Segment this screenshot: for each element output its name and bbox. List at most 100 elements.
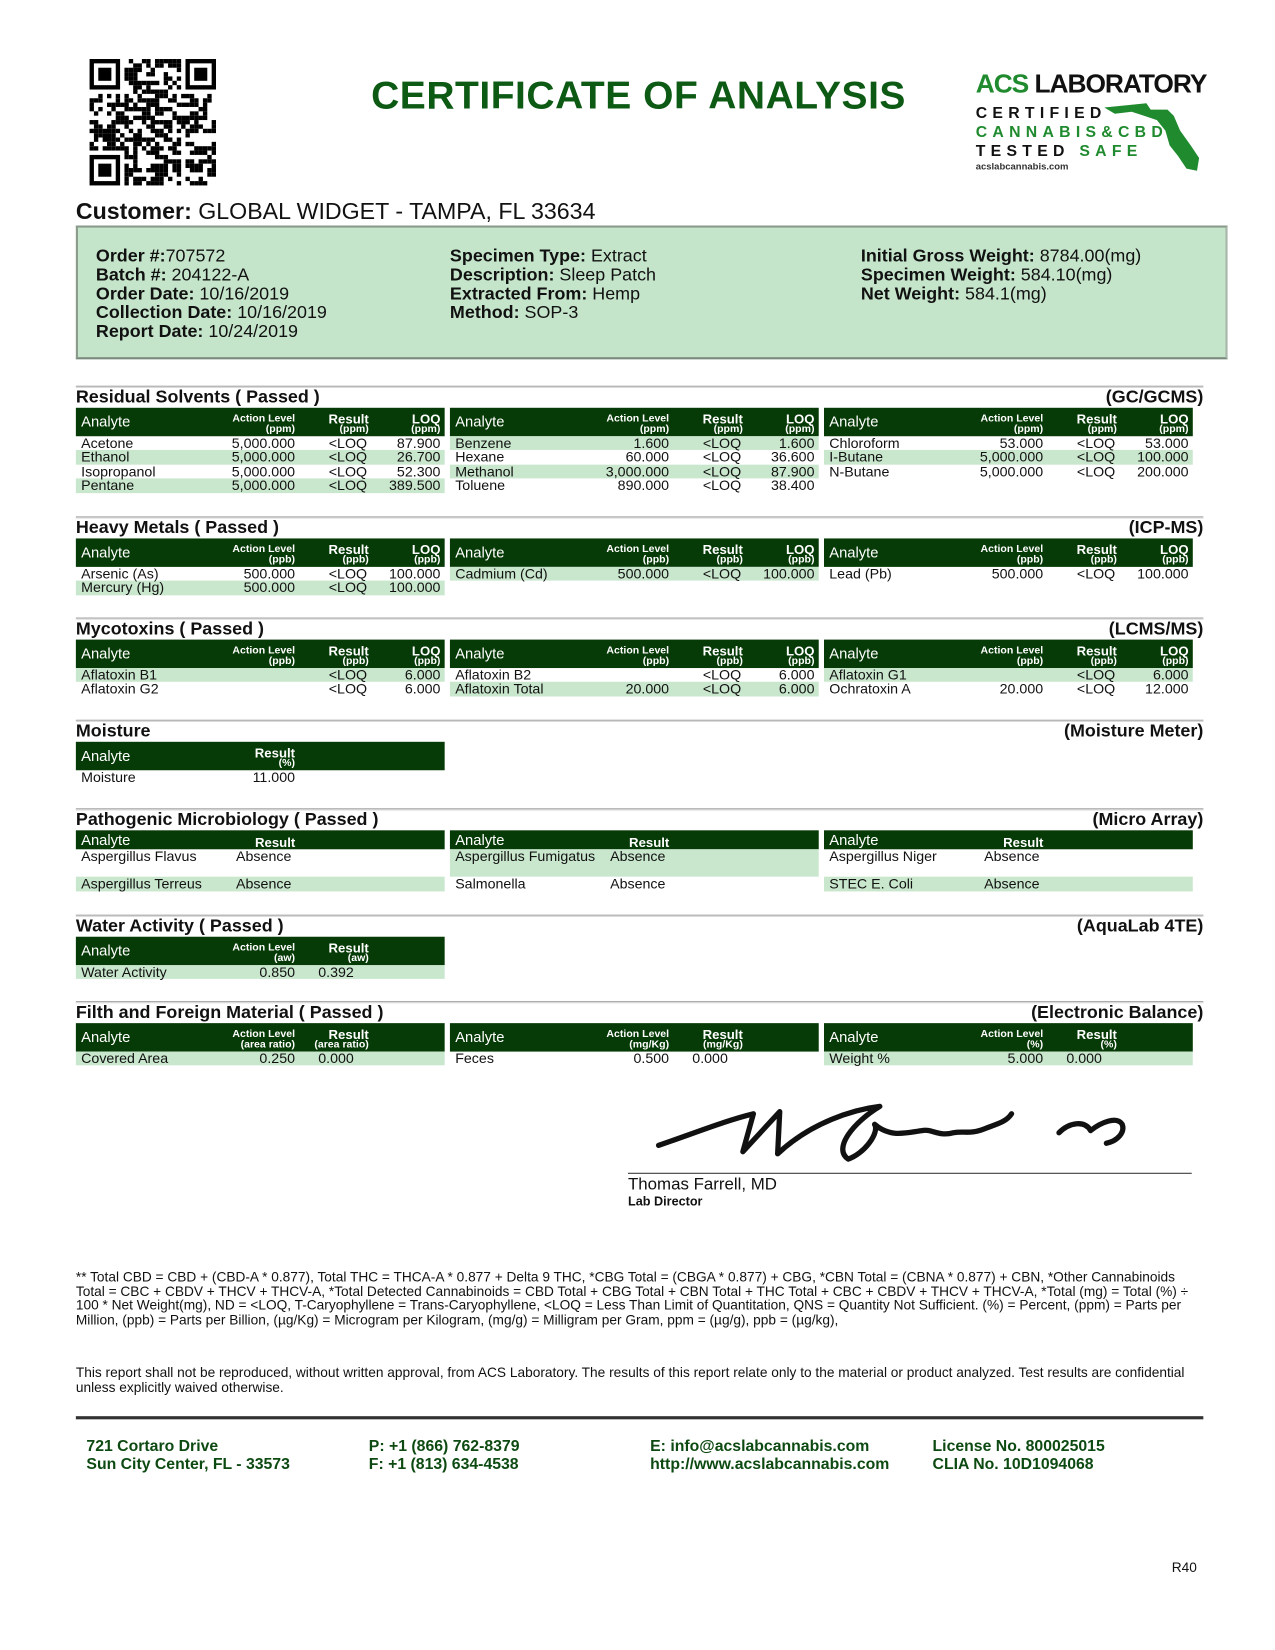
table-header: Analyte Result — [449, 830, 819, 850]
header-label: Result — [1076, 643, 1117, 659]
section-title: Water Activity ( Passed ) — [75, 915, 284, 936]
cell-value: <LOQ — [702, 449, 742, 466]
results-table: Analyte Result Aspergillus Niger Absence STE… — [823, 830, 1193, 892]
analyte-name: Isopropanol — [81, 463, 156, 480]
section-heavy: Heavy Metals ( Passed ) (ICP-MS) Analyte Ac… — [75, 516, 1204, 596]
header-label: Result — [328, 542, 369, 558]
header-unit: (ppb) — [414, 655, 441, 667]
header-label: Action Level — [980, 543, 1044, 556]
info-field: Initial Gross Weight: 8784.00(mg) — [861, 246, 1141, 266]
cell-value: <LOQ — [328, 435, 368, 451]
header-analyte: Analyte — [81, 543, 131, 561]
info-label: Batch #: — [95, 264, 167, 285]
analyte-name: Benzene — [455, 435, 512, 451]
header-result: Result (ppb) — [297, 542, 371, 566]
cell-value: 0.392 — [318, 964, 354, 980]
table-row: STEC E. Coli Absence — [823, 876, 1193, 892]
table-row: Salmonella Absence — [450, 876, 819, 892]
signer-name: Thomas Farrell, MD — [628, 1175, 777, 1194]
header-label: Result — [328, 940, 369, 956]
section-divider — [75, 385, 1204, 388]
cell-value: 200.000 — [1137, 463, 1189, 480]
analyte-name: Arsenic (As) — [81, 565, 159, 582]
header-action-level: Action Level (ppb) — [597, 544, 671, 566]
table-header: Analyte Action Level (ppm) Result (ppm) LOQ (p… — [823, 407, 1193, 437]
table-row: Aspergillus Niger Absence — [824, 849, 1193, 876]
header-action-level: Action Level (ppb) — [223, 544, 297, 566]
analyte-name: Lead (Pb) — [829, 565, 892, 582]
results-table: Analyte Result Aspergillus Fumigatus Absenc… — [449, 830, 819, 892]
section-columns: Analyte Action Level (aw) Result (aw) Water A… — [75, 936, 1203, 980]
footer-address: 721 Cortaro Drive Sun City Center, FL - 3… — [86, 1437, 290, 1474]
results-table: Analyte Action Level (area ratio) Result (ar… — [75, 1023, 445, 1066]
header-action-level: Action Level (ppb) — [597, 645, 671, 667]
cell-value: 20.000 — [999, 681, 1044, 697]
header-label: Action Level — [980, 413, 1044, 425]
footer-license: License No. 800025015 CLIA No. 10D1094068 — [932, 1437, 1105, 1474]
header-label: Result — [328, 1027, 369, 1043]
header-label: LOQ — [1160, 542, 1189, 558]
header-action-level: Action Level (ppm) — [972, 414, 1046, 435]
results-table: Analyte Action Level (ppm) Result (ppm) LOQ (p… — [823, 407, 1193, 493]
header-unit: (%) — [1100, 1038, 1117, 1051]
analyte-name: Aflatoxin G1 — [829, 666, 907, 683]
header-label: LOQ — [411, 542, 441, 558]
header-unit: (ppb) — [342, 554, 369, 566]
header-label: Result — [328, 411, 369, 427]
cell-value: 500.000 — [243, 565, 296, 582]
analyte-name: Aflatoxin B1 — [81, 666, 158, 683]
header-analyte: Analyte — [829, 413, 879, 430]
analyte-name: Hexane — [455, 449, 505, 466]
table-row: Isopropanol 5,000.000 <LOQ 52.300 — [76, 463, 445, 480]
header-label: Result — [328, 643, 369, 659]
table-row: Cadmium (Cd) 500.000 <LOQ 100.000 — [449, 565, 819, 582]
header-loq: LOQ (ppb) — [371, 542, 443, 566]
cell-value: 60.000 — [625, 449, 670, 466]
info-value: 10/24/2019 — [203, 321, 299, 342]
analyte-name: Mercury (Hg) — [81, 579, 165, 596]
header-unit: (ppm) — [785, 423, 815, 436]
header-label: LOQ — [785, 542, 815, 558]
header-result: Result — [982, 836, 1193, 849]
table-row: Water Activity 0.850 0.392 — [75, 964, 445, 980]
header-result: Result (aw) — [297, 940, 371, 964]
info-label: Description: — [449, 264, 555, 285]
cell-value: 53.000 — [1145, 435, 1189, 451]
footer-phone: P: +1 (866) 762-8379 F: +1 (813) 634-4538 — [368, 1437, 520, 1474]
analyte-name: Aspergillus Terreus — [81, 875, 202, 892]
website-link[interactable]: http://www.acslabcannabis.com — [650, 1455, 890, 1474]
header-action-level: Action Level (ppb) — [223, 645, 297, 667]
cell-value: <LOQ — [702, 565, 742, 582]
header-unit: (ppb) — [342, 655, 369, 667]
header-loq: LOQ (ppm) — [371, 413, 443, 435]
section-title: Pathogenic Microbiology ( Passed ) — [75, 809, 379, 830]
table-row: Aspergillus Flavus Absence — [76, 849, 445, 876]
signature-line — [628, 1172, 1192, 1174]
table-header: Analyte Action Level (%) Result (%) — [823, 1023, 1193, 1052]
cell-value: <LOQ — [702, 666, 742, 683]
header-unit: (mg/Kg) — [629, 1038, 670, 1051]
cell-value: <LOQ — [702, 435, 742, 451]
cell-value: 5,000.000 — [231, 435, 296, 451]
table-row: Acetone 5,000.000 <LOQ 87.900 — [76, 435, 445, 451]
section-header: Residual Solvents ( Passed ) (GC/GCMS) — [76, 387, 1203, 407]
analyte-name: Aspergillus Niger — [829, 848, 937, 865]
table-header: Analyte Result — [823, 830, 1193, 850]
header-label: Result — [254, 835, 296, 851]
analyte-name: Aflatoxin Total — [455, 681, 544, 697]
section-divider — [75, 808, 1204, 811]
info-label: Report Date: — [95, 321, 204, 342]
table-row: Weight % 5.000 0.000 — [823, 1051, 1193, 1066]
customer-line: Customer: GLOBAL WIDGET - TAMPA, FL 3363… — [75, 198, 596, 225]
cell-value: 100.000 — [1137, 565, 1189, 582]
florida-map-icon — [1104, 103, 1200, 171]
cell-value: Absence — [610, 848, 666, 865]
header-analyte: Analyte — [829, 1028, 879, 1046]
header-label: Result — [702, 542, 743, 558]
table-header: Analyte Result (%) — [75, 741, 445, 771]
cell-value: 3,000.000 — [605, 463, 670, 480]
revision-code: R40 — [1171, 1559, 1197, 1576]
cell-value: 20.000 — [625, 681, 670, 697]
cell-value: 100.000 — [389, 565, 441, 582]
cell-value: 0.000 — [692, 1050, 728, 1067]
